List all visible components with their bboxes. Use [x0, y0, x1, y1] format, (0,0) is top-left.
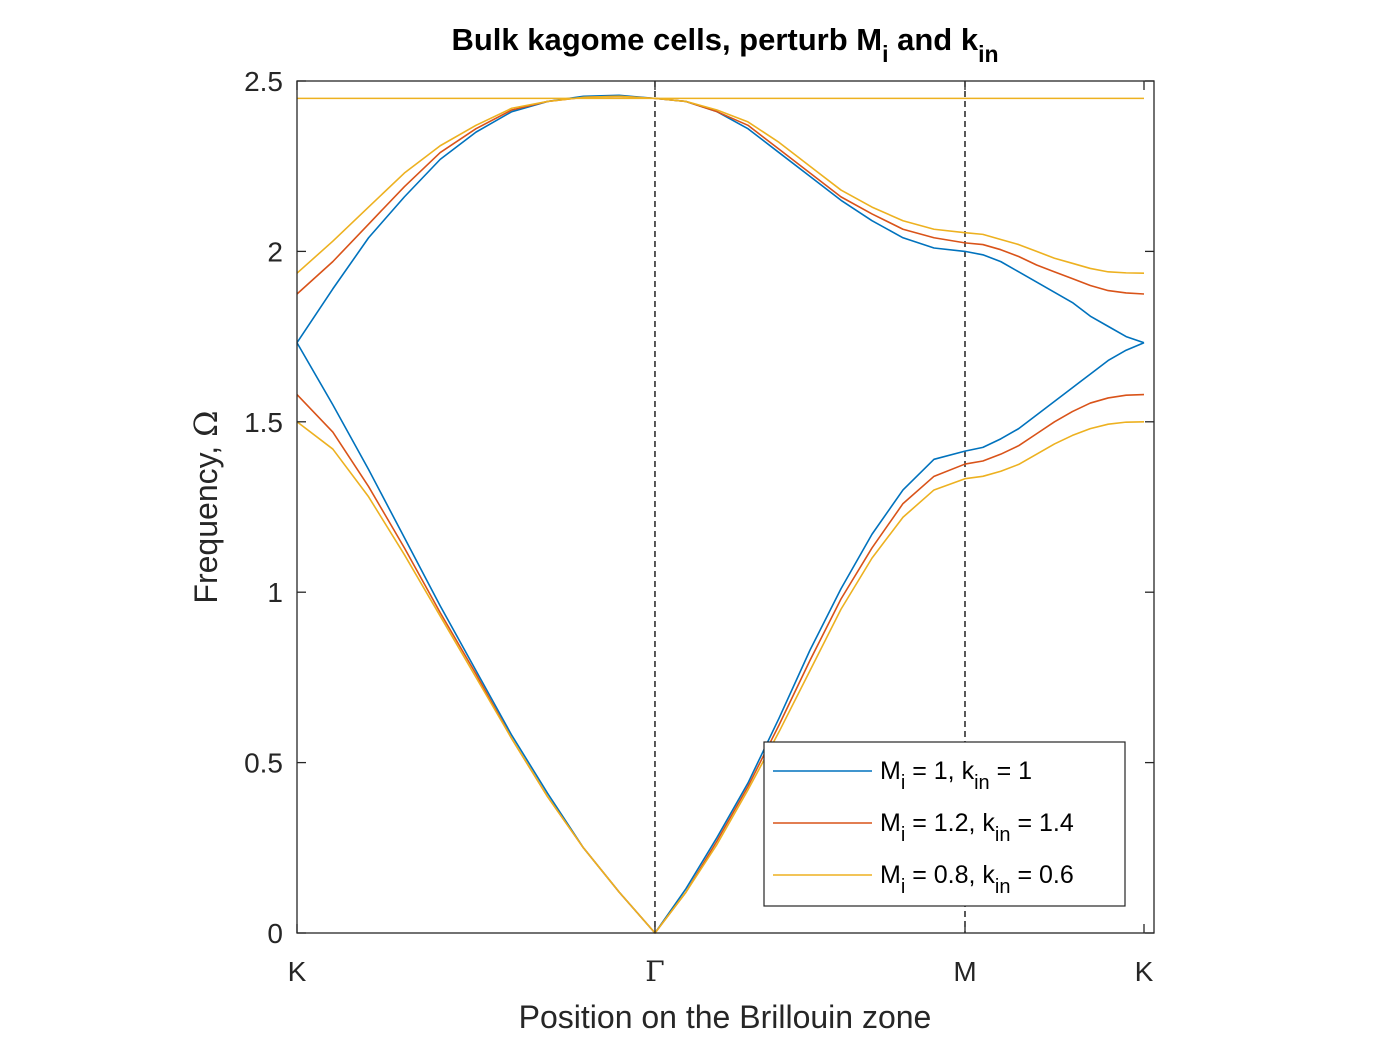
y-tick-label: 1.5 [244, 407, 283, 438]
series-2-band-1 [296, 95, 1145, 275]
y-tick-label: 2 [267, 236, 283, 267]
chart-title: Bulk kagome cells, perturb Mi and kin [451, 22, 998, 67]
series-0-band-0 [296, 341, 1145, 934]
legend-label-1: Mi = 1.2, kin = 1.4 [880, 809, 1074, 846]
legend-box [763, 741, 1126, 907]
x-tick-label: Γ [645, 955, 664, 988]
y-tick-label: 0 [267, 918, 283, 949]
axes-box [296, 80, 1155, 934]
legend-label-2: Mi = 0.8, kin = 0.6 [880, 861, 1074, 898]
x-axis-label: Position on the Brillouin zone [519, 999, 932, 1035]
x-tick-label: M [953, 956, 976, 987]
y-tick-label: 2.5 [244, 66, 283, 97]
y-ticks: 0 0.5 1 1.5 2 2.5 [244, 66, 1154, 949]
y-tick-label: 1 [267, 577, 283, 608]
y-tick-label: 0.5 [244, 748, 283, 779]
series-2-band-0 [296, 421, 1145, 934]
legend: Mi = 1, kin = 1 Mi = 1.2, kin = 1.4 Mi = 0… [763, 741, 1126, 907]
y-axis-label: Frequency, Ω [187, 410, 225, 603]
x-tick-label: K [1135, 956, 1154, 987]
series-1-band-1 [296, 95, 1145, 295]
series-1-band-0 [296, 393, 1145, 934]
x-tick-label: K [288, 956, 307, 987]
series-0-band-1 [296, 94, 1145, 344]
series-layer [296, 94, 1145, 934]
legend-label-0: Mi = 1, kin = 1 [880, 757, 1032, 794]
